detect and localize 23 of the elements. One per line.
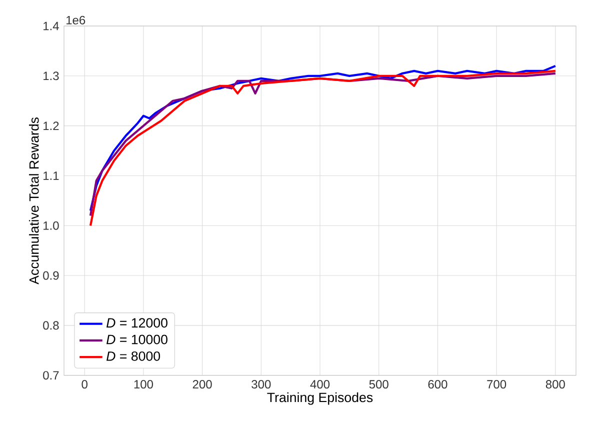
y-tick-label: 1.0	[44, 221, 59, 230]
legend-label: D = 12000	[106, 318, 168, 328]
x-axis-title: Training Episodes	[267, 392, 373, 405]
x-tick-label: 800	[546, 380, 565, 389]
text: 1e6	[66, 16, 86, 24]
legend-label: D = 10000	[106, 334, 168, 344]
y-axis-title: Accumulative Total Rewards	[29, 117, 39, 284]
x-tick-label: 0	[82, 380, 88, 389]
x-tick-label: 700	[487, 380, 506, 389]
y-tick-label: 1.4	[44, 22, 59, 30]
x-tick-label: 500	[369, 380, 388, 389]
y-tick-label: 0.7	[43, 371, 59, 380]
y-tick-label: 1.1	[44, 172, 59, 180]
x-tick-label: 400	[310, 380, 330, 389]
y-tick-label: 1.2	[44, 122, 59, 130]
legend-label: D = 8000	[106, 351, 160, 361]
x-tick-label: 100	[134, 380, 153, 389]
y-tick-label: 0.9	[43, 271, 59, 280]
y-tick-label: 1.3	[44, 72, 59, 80]
x-tick-label: 600	[428, 380, 448, 389]
x-tick-label: 300	[252, 380, 271, 389]
x-tick-label: 200	[192, 380, 212, 389]
y-tick-label: 0.8	[43, 321, 59, 330]
